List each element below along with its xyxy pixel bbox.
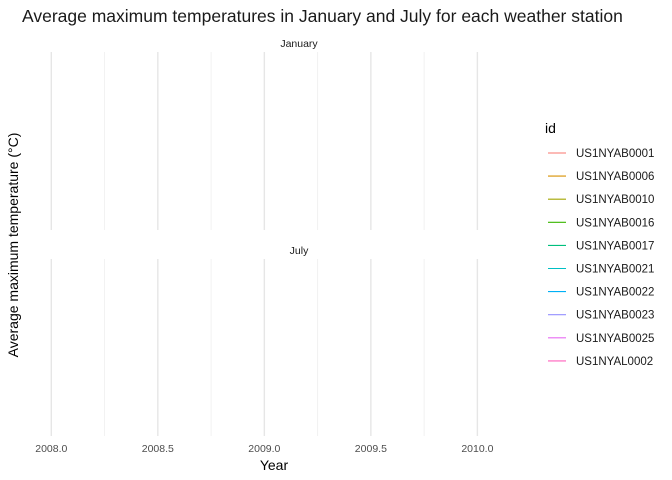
x-axis-title: Year xyxy=(260,457,289,473)
facet-strip-label: July xyxy=(290,245,309,257)
y-axis-title: Average maximum temperature (°C) xyxy=(5,133,21,358)
legend-item: US1NYAB0025 xyxy=(548,333,654,345)
x-axis: 2008.0 2008.5 2009.0 2009.5 2010.0 xyxy=(35,443,493,455)
legend-item: US1NYAB0001 xyxy=(548,148,654,160)
legend-item: US1NYAB0022 xyxy=(548,287,654,299)
legend-item: US1NYAB0016 xyxy=(548,217,654,229)
legend-item: US1NYAB0017 xyxy=(548,240,654,252)
legend-label: US1NYAB0017 xyxy=(576,240,654,252)
legend-item: US1NYAB0023 xyxy=(548,310,654,322)
legend-label: US1NYAB0025 xyxy=(576,333,654,345)
x-tick-label: 2009.5 xyxy=(355,443,387,455)
legend-item: US1NYAB0021 xyxy=(548,264,654,276)
x-tick-label: 2008.5 xyxy=(142,443,174,455)
chart-title: Average maximum temperatures in January … xyxy=(22,6,623,26)
legend-label: US1NYAL0002 xyxy=(576,356,653,368)
facet-panel-january: January xyxy=(50,38,479,230)
legend-label: US1NYAB0010 xyxy=(576,194,654,206)
legend-label: US1NYAB0006 xyxy=(576,171,654,183)
legend-item: US1NYAB0010 xyxy=(548,194,654,206)
legend-label: US1NYAB0023 xyxy=(576,310,654,322)
legend-label: US1NYAB0016 xyxy=(576,217,654,229)
x-tick-label: 2009.0 xyxy=(248,443,280,455)
legend-label: US1NYAB0001 xyxy=(576,148,654,160)
x-tick-label: 2010.0 xyxy=(461,443,493,455)
legend-title: id xyxy=(545,120,556,136)
facet-panel-july: July xyxy=(50,245,479,436)
facet-panels: January July xyxy=(50,38,479,436)
legend: id US1NYAB0001 US1NYAB0006 US1NYAB0010 US1N… xyxy=(545,120,654,368)
legend-item: US1NYAB0006 xyxy=(548,171,654,183)
legend-label: US1NYAB0021 xyxy=(576,264,654,276)
legend-label: US1NYAB0022 xyxy=(576,287,654,299)
x-tick-label: 2008.0 xyxy=(35,443,67,455)
legend-item: US1NYAL0002 xyxy=(548,356,653,368)
facet-strip-label: January xyxy=(280,38,318,50)
